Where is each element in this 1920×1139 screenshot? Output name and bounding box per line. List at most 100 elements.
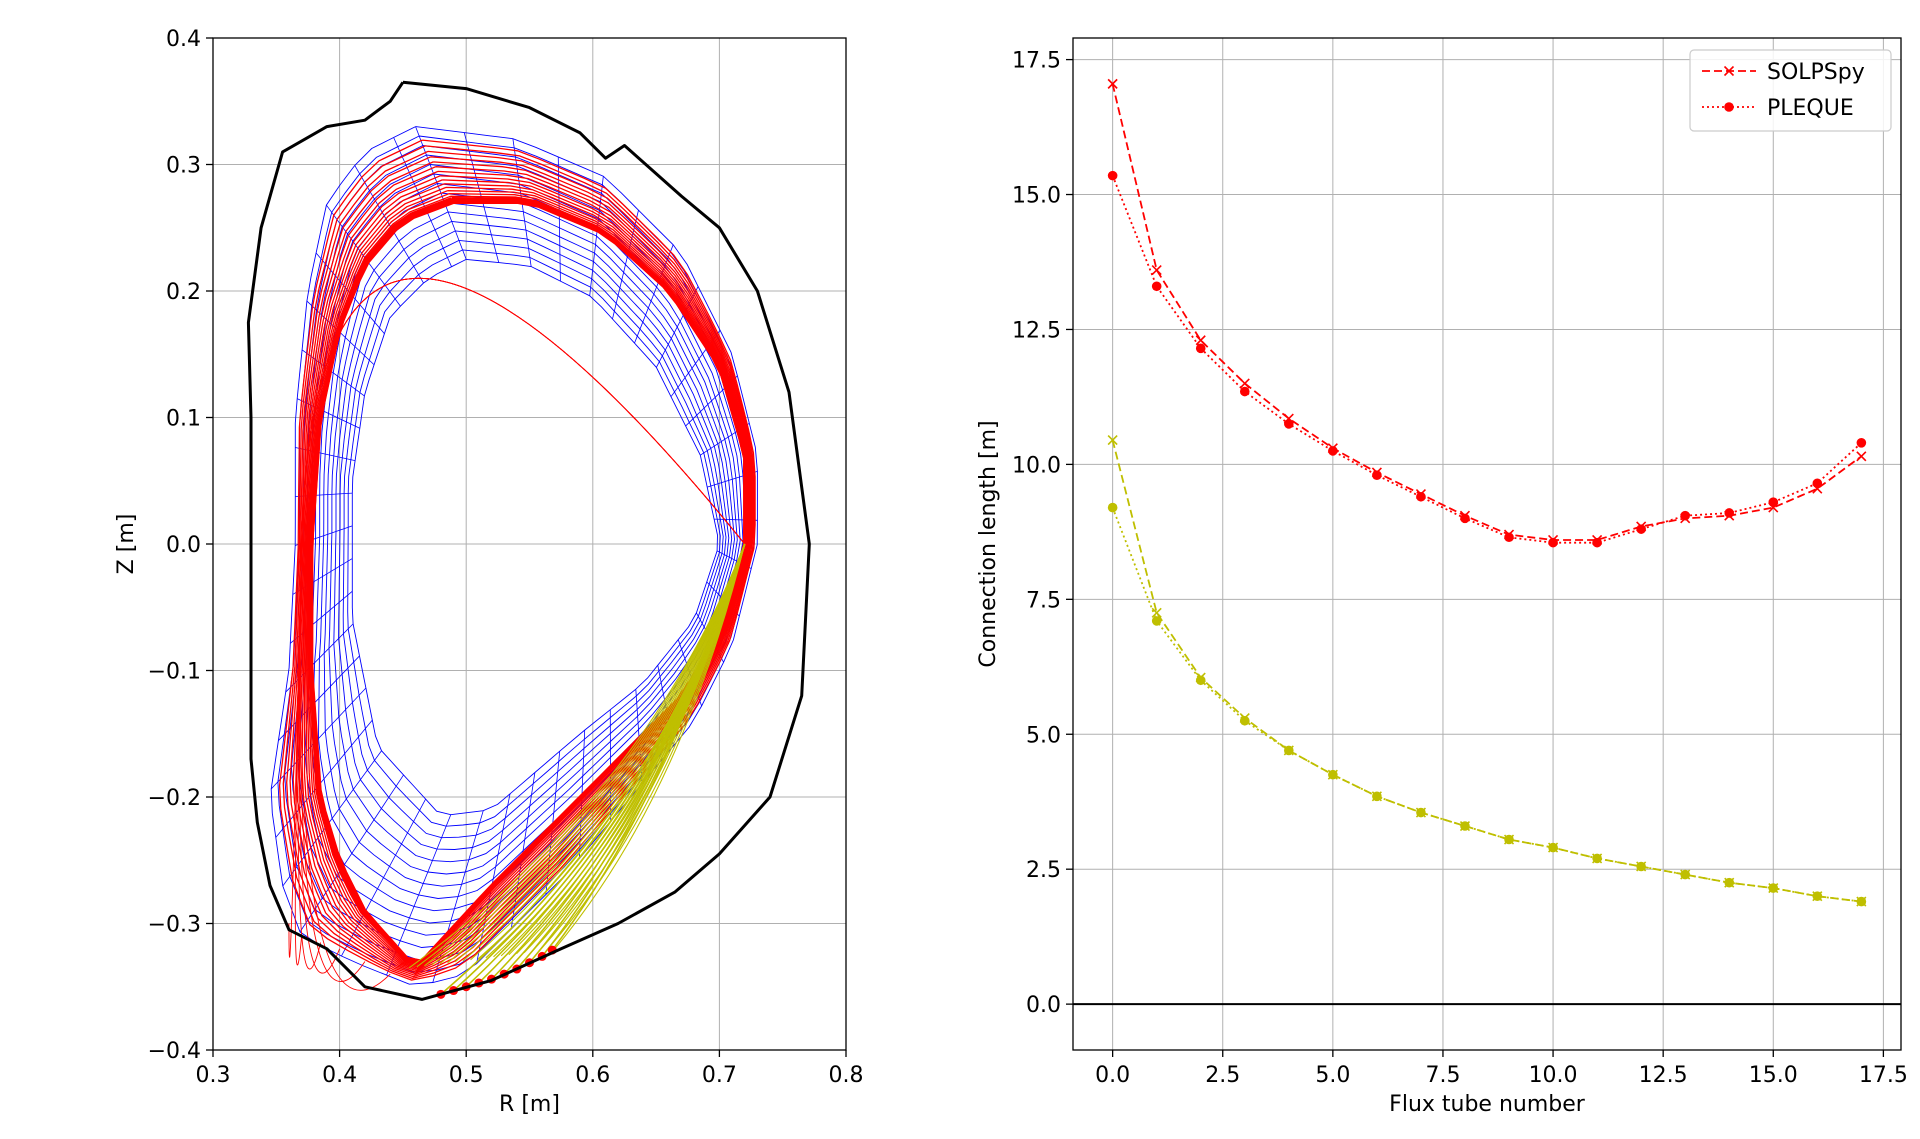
right-y-axis-label: Connection length [m] [976, 420, 1001, 667]
data-point [1724, 878, 1734, 888]
flux-tubes [280, 140, 755, 990]
data-point [1636, 524, 1646, 534]
series-line [1113, 508, 1862, 902]
data-point [1548, 843, 1558, 853]
data-point [1857, 452, 1866, 461]
right-y-tick-label: 0.0 [1026, 993, 1061, 1018]
data-point [1504, 532, 1514, 542]
divertor-band-line [494, 544, 745, 957]
data-point [1548, 538, 1558, 548]
data-point [1592, 854, 1602, 864]
right-x-tick-label: 12.5 [1639, 1063, 1688, 1088]
left-panel: 0.3 0.4 0.5 0.6 0.7 0.8 −0.4 −0.3 −0.2 −0.1 0.0 0.1… [114, 27, 864, 1117]
mesh-ring [334, 221, 729, 861]
left-plot-content [248, 82, 809, 999]
left-x-tick-label: 0.6 [575, 1063, 610, 1088]
left-y-tick-label: 0.1 [166, 407, 201, 432]
series-line [1113, 84, 1862, 540]
right-grid [1073, 38, 1901, 1050]
right-y-tick-label: 7.5 [1026, 588, 1061, 613]
data-point [1592, 538, 1602, 548]
series-2 [1108, 436, 1866, 906]
data-point [1813, 891, 1823, 901]
data-point [1813, 478, 1823, 488]
left-y-tick-label: −0.3 [148, 913, 201, 938]
data-point [1416, 492, 1426, 502]
data-point [1857, 438, 1867, 448]
data-point [1240, 716, 1250, 726]
left-x-tick-label: 0.5 [449, 1063, 484, 1088]
data-point [1724, 508, 1734, 518]
series-line [1113, 176, 1862, 543]
data-point [1460, 821, 1470, 831]
right-x-tick-label: 2.5 [1205, 1063, 1240, 1088]
data-point [1240, 387, 1250, 397]
data-point [1152, 281, 1162, 291]
data-point [1460, 514, 1470, 524]
legend-label-pleque: PLEQUE [1767, 96, 1854, 121]
right-y-tick-label: 17.5 [1012, 49, 1061, 74]
right-y-tick-label: 2.5 [1026, 858, 1061, 883]
data-point [1196, 336, 1205, 345]
data-point [1328, 770, 1338, 780]
legend-label-solpspy: SOLPSpy [1767, 60, 1865, 85]
series-3 [1108, 503, 1866, 907]
data-point [1152, 616, 1162, 626]
left-x-tick-label: 0.4 [322, 1063, 357, 1088]
data-point [1857, 897, 1867, 907]
data-point [1636, 862, 1646, 872]
right-y-tick-label: 12.5 [1012, 318, 1061, 343]
data-point [1768, 883, 1778, 893]
left-x-tick-label: 0.3 [196, 1063, 231, 1088]
legend: SOLPSpy PLEQUE [1690, 50, 1891, 131]
blue-grid-mesh [271, 127, 757, 985]
data-point [1680, 870, 1690, 880]
data-point [1284, 419, 1294, 429]
left-y-tick-label: −0.1 [148, 660, 201, 685]
data-point [1240, 379, 1249, 388]
series-1 [1108, 171, 1866, 548]
left-y-tick-label: 0.4 [166, 27, 201, 52]
right-x-axis-label: Flux tube number [1389, 1092, 1586, 1117]
data-point [1108, 503, 1118, 513]
right-plot-content [1073, 79, 1901, 1004]
left-y-tick-label: −0.2 [148, 786, 201, 811]
right-axes-frame [1073, 38, 1901, 1050]
upper-fan-line [300, 278, 745, 981]
right-x-tick-label: 17.5 [1859, 1063, 1908, 1088]
data-point [1108, 171, 1118, 181]
data-point [1504, 835, 1514, 845]
data-point [1152, 266, 1161, 275]
data-point [1284, 746, 1294, 756]
data-point [1680, 511, 1690, 521]
left-y-tick-label: 0.3 [166, 154, 201, 179]
right-y-tick-label: 5.0 [1026, 723, 1061, 748]
data-point [1196, 344, 1206, 354]
left-x-tick-label: 0.7 [702, 1063, 737, 1088]
data-point [1372, 792, 1382, 802]
series-0 [1108, 79, 1866, 544]
upper-fan-line [299, 278, 745, 973]
left-x-tick-label: 0.8 [829, 1063, 864, 1088]
data-point [1768, 497, 1778, 507]
right-x-tick-label: 15.0 [1749, 1063, 1798, 1088]
mesh-ring [329, 212, 732, 874]
left-y-axis-label: Z [m] [114, 514, 139, 575]
data-point [1196, 675, 1206, 685]
data-point [1416, 808, 1426, 818]
left-x-axis-label: R [m] [499, 1092, 560, 1117]
divertor-band-line [409, 544, 744, 968]
data-point [1372, 470, 1382, 480]
left-y-tick-label: −0.4 [148, 1039, 201, 1064]
right-y-tick-label: 15.0 [1012, 184, 1061, 209]
right-x-tick-label: 5.0 [1315, 1063, 1350, 1088]
right-x-tick-label: 10.0 [1529, 1063, 1578, 1088]
left-y-tick-label: 0.2 [166, 280, 201, 305]
right-x-tick-label: 0.0 [1095, 1063, 1130, 1088]
left-y-tick-label: 0.0 [166, 533, 201, 558]
series-line [1113, 440, 1862, 901]
data-point [1328, 446, 1338, 456]
